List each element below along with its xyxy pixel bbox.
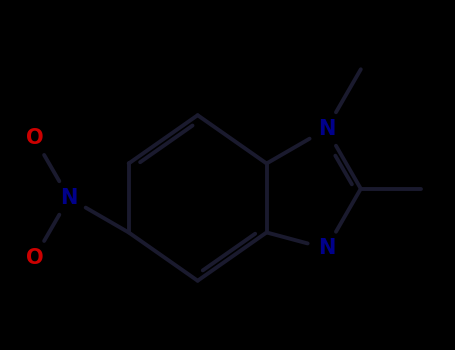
Text: O: O: [25, 248, 43, 268]
Text: N: N: [60, 188, 78, 208]
Text: N: N: [318, 238, 335, 258]
Text: O: O: [25, 128, 43, 148]
Text: N: N: [318, 119, 335, 139]
